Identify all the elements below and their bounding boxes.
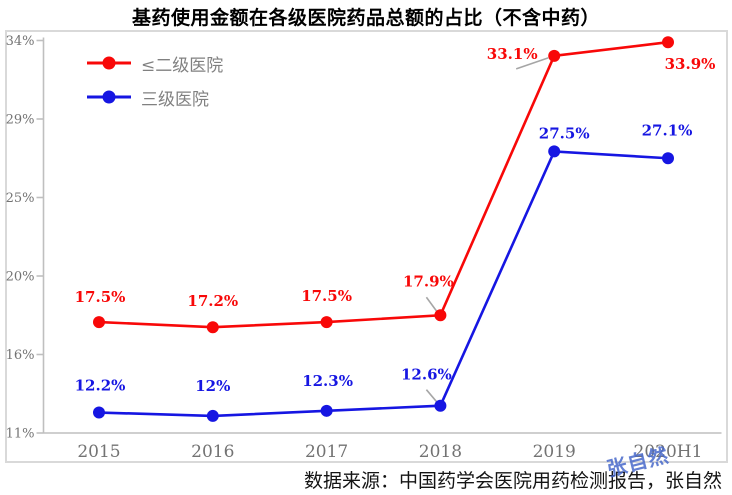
data-label: 27.5% [539,124,590,142]
data-label: 17.2% [187,292,238,310]
y-tick-label: 29% [6,113,35,128]
data-label: 12.6% [401,366,452,384]
data-point [320,316,333,329]
y-tick-label: 20% [6,270,35,285]
chart-title: 基药使用金额在各级医院药品总额的占比（不含中药） [131,7,600,29]
label-leader-line [425,296,439,313]
data-point [93,406,105,419]
legend-label-below-tier2: ≤二级医院 [141,55,224,76]
data-label: 17.5% [75,288,126,306]
x-tick-label: 2016 [191,442,234,462]
x-tick-label: 2015 [77,442,120,462]
legend-item-tier3-hospital: 三级医院 [86,80,223,114]
series-line-1 [98,150,669,418]
plot-frame [5,30,728,463]
data-point [662,36,674,49]
data-label: 33.1% [487,45,538,63]
x-tick-label: 2020H1 [634,442,703,462]
data-point [662,152,674,165]
y-tick-label: 11% [6,427,35,442]
data-point [434,399,447,412]
data-label: 12% [195,377,230,395]
x-tick-label: 2018 [419,442,462,462]
x-tick-label: 2019 [533,442,576,462]
data-label: 17.5% [301,287,352,305]
x-tick-label: 2017 [305,442,348,462]
data-label: 17.9% [403,272,454,290]
legend-label-tier3: 三级医院 [141,89,209,110]
data-label: 33.9% [665,55,716,73]
data-point [548,49,561,62]
series-line-0 [98,40,669,329]
label-leader-line [515,57,549,70]
data-label: 27.1% [642,121,693,139]
data-point [206,409,219,422]
data-point [206,321,219,334]
legend-marker-red-icon [87,56,131,70]
legend: ≤二级医院 三级医院 [86,46,223,114]
y-tick-label: 34% [6,34,35,49]
label-leader-line [425,389,439,404]
data-source-caption: 数据来源：中国药学会医院用药检测报告，张自然 [303,470,722,492]
data-label: 12.3% [302,372,353,390]
data-point [320,404,333,417]
data-point [434,309,447,322]
y-tick-label: 25% [6,191,35,206]
legend-marker-blue-icon [87,90,131,104]
y-tick-label: 16% [6,348,35,363]
data-point [93,316,105,329]
legend-item-below-tier2-hospital: ≤二级医院 [86,46,223,80]
data-point [548,145,561,158]
data-label: 12.2% [75,377,126,395]
